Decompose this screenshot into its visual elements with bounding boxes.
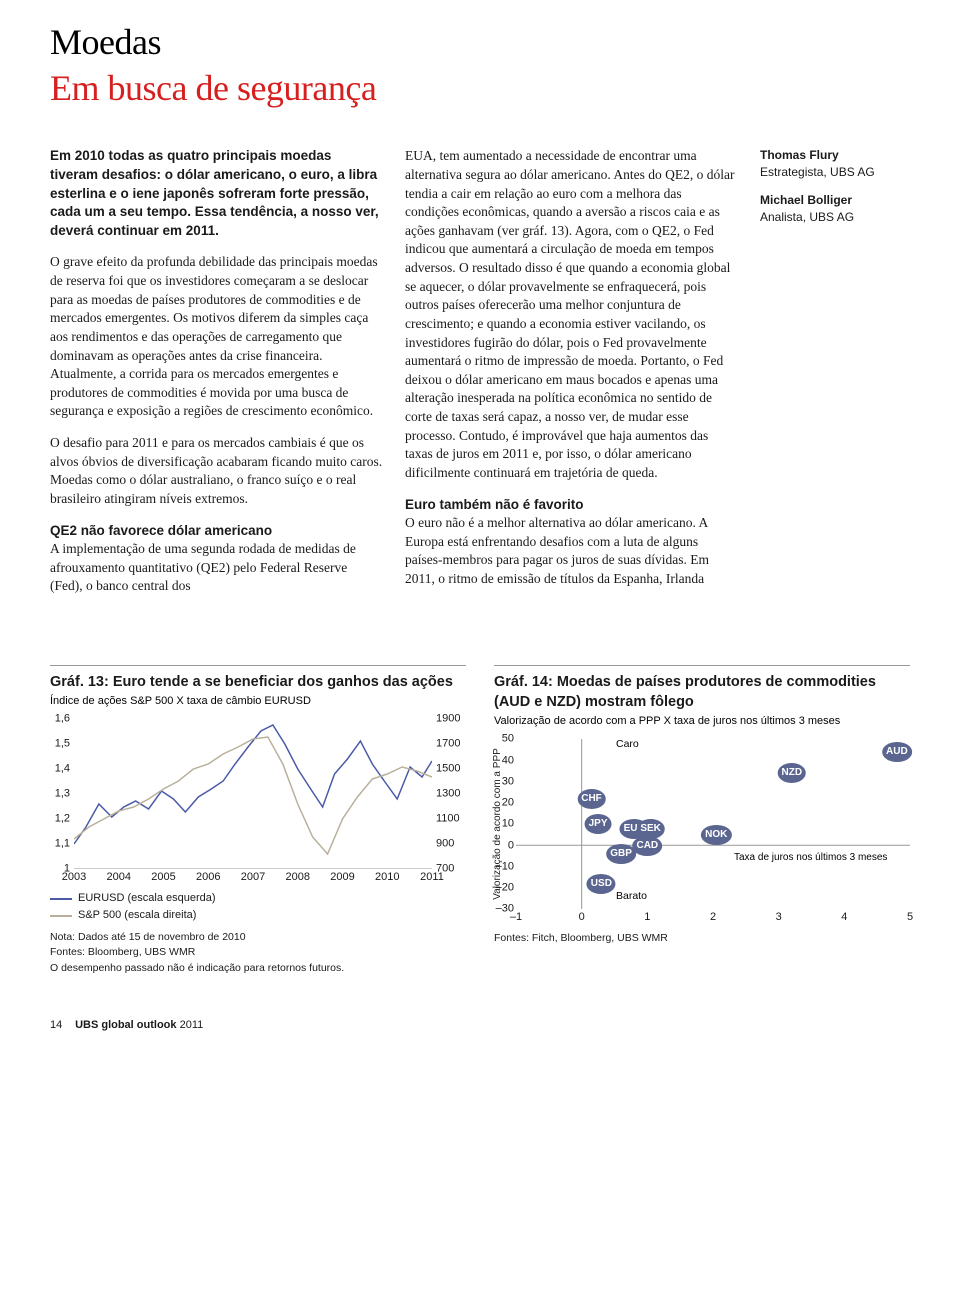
y-tick-right: 1100 [436,812,472,827]
scatter-point: AUD [882,742,912,762]
chart-notes: Nota: Dados até 15 de novembro de 2010 F… [50,930,466,975]
chart-plot: 1,61,51,41,31,21,11190017001500130011009… [74,719,432,869]
body-columns: Em 2010 todas as quatro principais moeda… [50,147,910,609]
x-tick: 2005 [151,870,175,885]
x-axis-label: Taxa de juros nos últimos 3 meses [734,851,887,865]
x-tick: 2006 [196,870,220,885]
paragraph: EUA, tem aumentado a necessidade de enco… [405,147,738,482]
y-tick-right: 1300 [436,787,472,802]
scatter-point: CAD [632,836,662,856]
chart-notes: Fontes: Fitch, Bloomberg, UBS WMR [494,931,910,945]
x-tick: 2003 [62,870,86,885]
y-tick: 20 [488,795,514,810]
publication-name: UBS global outlook [75,1019,176,1031]
legend-swatch [50,915,72,917]
paragraph: O desafio para 2011 e para os mercados c… [50,434,383,509]
paragraph: Euro também não é favorito O euro não é a… [405,496,738,589]
y-tick-left: 1,4 [44,762,70,777]
x-tick: 2 [710,910,716,925]
page-number: 14 [50,1018,72,1033]
chart-rule [50,665,466,666]
chart-svg [74,719,432,869]
y-tick-left: 1,2 [44,812,70,827]
chart-note: O desempenho passado não é indicação par… [50,961,466,975]
x-tick: 2008 [286,870,310,885]
section-eyebrow: Moedas [50,18,910,68]
chart-subtitle: Valorização de acordo com a PPP X taxa d… [494,714,910,729]
y-tick-right: 1500 [436,762,472,777]
y-tick: 10 [488,817,514,832]
x-tick: 2011 [420,870,444,885]
x-tick: 5 [907,910,913,925]
charts-row: Gráf. 13: Euro tende a se beneficiar dos… [50,665,910,976]
chart-title: Gráf. 13: Euro tende a se beneficiar dos… [50,672,466,692]
chart-note: Fontes: Fitch, Bloomberg, UBS WMR [494,931,910,945]
chart-legend: EURUSD (escala esquerda) S&P 500 (escala… [50,891,466,923]
chart-title: Gráf. 14: Moedas de países produtores de… [494,672,910,712]
y-tick-left: 1,3 [44,787,70,802]
scatter-point: GBP [606,844,636,864]
scatter-point: USD [587,874,616,894]
chart-14: Gráf. 14: Moedas de países produtores de… [494,665,910,976]
scatter-point: NZD [778,763,807,783]
chart-annotation: Caro [616,737,639,751]
legend-swatch [50,898,72,900]
scatter-point: CHF [577,789,606,809]
legend-label: S&P 500 (escala direita) [78,908,196,923]
column-1: Em 2010 todas as quatro principais moeda… [50,147,383,609]
chart-13: Gráf. 13: Euro tende a se beneficiar dos… [50,665,466,976]
y-tick-right: 1900 [436,712,472,727]
section-headline: Em busca de segurança [50,64,910,114]
y-tick: –10 [488,859,514,874]
paragraph: O grave efeito da profunda debilidade da… [50,253,383,421]
author-role: Estrategista, UBS AG [760,164,910,181]
x-tick: 2010 [375,870,399,885]
x-tick: –1 [510,910,522,925]
y-tick-left: 1,1 [44,837,70,852]
lead-paragraph: Em 2010 todas as quatro principais moeda… [50,147,383,240]
x-tick: 2009 [330,870,354,885]
y-tick-left: 1,5 [44,737,70,752]
x-tick: 3 [776,910,782,925]
x-tick: 0 [579,910,585,925]
y-tick: 30 [488,774,514,789]
author-role: Analista, UBS AG [760,209,910,226]
byline-sidebar: Thomas Flury Estrategista, UBS AG Michae… [760,147,910,609]
x-tick: 2004 [107,870,131,885]
x-tick: 1 [644,910,650,925]
y-tick-right: 1700 [436,737,472,752]
legend-label: EURUSD (escala esquerda) [78,891,216,906]
paragraph-text: A implementação de uma segunda rodada de… [50,541,356,593]
chart-note: Fontes: Bloomberg, UBS WMR [50,945,466,959]
scatter-point: JPY [585,814,612,834]
chart-rule [494,665,910,666]
paragraph: QE2 não favorece dólar americano A implem… [50,522,383,597]
column-2: EUA, tem aumentado a necessidade de enco… [405,147,738,609]
chart-note: Nota: Dados até 15 de novembro de 2010 [50,930,466,944]
subhead: Euro também não é favorito [405,497,584,512]
author-name: Michael Bolliger [760,192,910,209]
scatter-point: NOK [701,825,731,845]
publication-year: 2011 [180,1019,204,1031]
y-tick-right: 900 [436,837,472,852]
y-tick-left: 1,6 [44,712,70,727]
x-tick: 2007 [241,870,265,885]
y-tick: 0 [488,838,514,853]
x-tick: 4 [841,910,847,925]
chart-subtitle: Índice de ações S&P 500 X taxa de câmbio… [50,694,466,709]
y-tick: 40 [488,753,514,768]
subhead: QE2 não favorece dólar americano [50,523,272,538]
y-tick: 50 [488,732,514,747]
chart-plot: Valorização de acordo com a PPP Caro Bar… [516,739,910,909]
y-tick: –20 [488,880,514,895]
paragraph-text: O euro não é a melhor alternativa ao dól… [405,515,709,586]
page-footer: 14 UBS global outlook 2011 [50,1018,910,1033]
chart-annotation: Barato [616,889,647,903]
author-name: Thomas Flury [760,147,910,164]
